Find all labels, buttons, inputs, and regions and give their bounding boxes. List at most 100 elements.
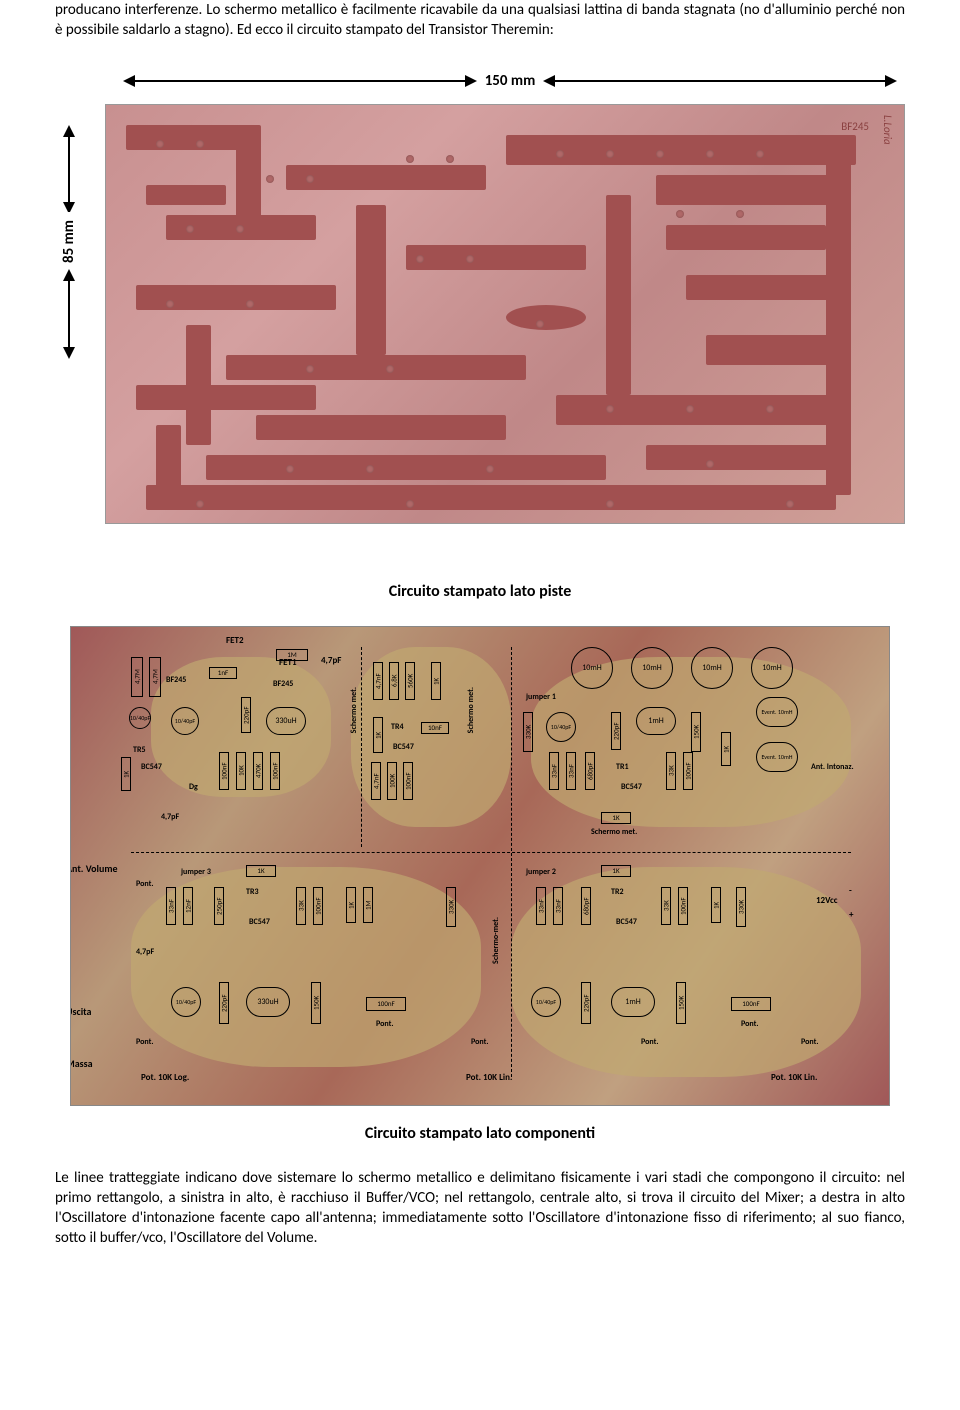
comp-100nf-3: 100nF xyxy=(403,762,413,800)
ind-10mh-3: 10mH xyxy=(691,647,733,689)
comp-47m-2: 4,7M xyxy=(149,657,161,697)
comp-220pf-1: 220pF xyxy=(241,697,251,733)
comp-1k-r: 1K xyxy=(721,732,731,766)
label-schermo-3: Schermo met. xyxy=(591,827,637,837)
label-dg: Dg xyxy=(189,782,198,792)
label-47pf-2: 4,7pF xyxy=(161,812,179,822)
figure-bottom-container: FET2 1M FET1 4,7pF 10mH 10mH 10mH 10mH 4… xyxy=(55,626,905,1106)
comp-33k-br: 33K xyxy=(661,887,671,925)
comp-12nf: 12nF xyxy=(183,887,193,925)
comp-1k-2: 1K xyxy=(373,717,383,753)
label-tr3: TR3 xyxy=(246,887,259,897)
comp-1040pf-r: 10/40pF xyxy=(546,712,576,742)
label-jumper3: jumper 3 xyxy=(181,867,211,877)
comp-1k-left: 1K xyxy=(121,757,131,791)
figure-top-container: 150 mm 85 mm xyxy=(55,69,905,564)
label-pont-3: Pont. xyxy=(376,1019,394,1029)
label-fet2: FET2 xyxy=(226,635,244,646)
paragraph-intro: producano interferenze. Lo schermo metal… xyxy=(55,0,905,41)
comp-470k: 470K xyxy=(253,752,263,790)
label-bc547-br: BC547 xyxy=(616,917,637,927)
label-pont-1: Pont. xyxy=(136,879,154,889)
comp-47m-1: 4,7M xyxy=(131,657,143,697)
comp-330k-bl: 330K xyxy=(446,887,456,927)
comp-100nf-br: 100nF xyxy=(678,887,688,925)
label-fet1: FET1 xyxy=(279,657,297,668)
comp-150k-bl: 150K xyxy=(311,982,321,1024)
label-bc547-l2: BC547 xyxy=(249,917,270,927)
pcb-components-image: FET2 1M FET1 4,7pF 10mH 10mH 10mH 10mH 4… xyxy=(70,626,890,1106)
label-pont-7: Pont. xyxy=(801,1037,819,1047)
comp-1k-mid: 1K xyxy=(431,662,441,700)
label-tr5: TR5 xyxy=(133,745,146,755)
comp-220pf-br: 220pF xyxy=(581,982,591,1024)
figure-pcb-traces-block: 150 mm 85 mm xyxy=(55,69,905,601)
paragraph-outro: Le linee tratteggiate indicano dove sist… xyxy=(55,1168,905,1249)
label-ant-intonaz: Ant. Intonaz. xyxy=(811,762,854,772)
comp-1040pf-br: 10/40pF xyxy=(531,987,561,1017)
label-bf245-2: BF245 xyxy=(273,679,293,689)
comp-250pf: 250pF xyxy=(214,887,224,925)
comp-1m-l: 1M xyxy=(363,887,373,923)
comp-100nf-2: 100nF xyxy=(270,752,280,790)
ind-10mh-4: 10mH xyxy=(751,647,793,689)
comp-33nf-br1: 33nF xyxy=(536,887,546,925)
caption-traces: Circuito stampato lato piste xyxy=(55,582,905,601)
figure-pcb-components-block: FET2 1M FET1 4,7pF 10mH 10mH 10mH 10mH 4… xyxy=(55,626,905,1143)
label-uscita: Uscita xyxy=(70,1005,91,1018)
label-bc547-1: BC547 xyxy=(141,762,162,772)
comp-330uh-1: 330uH xyxy=(266,707,306,735)
label-schermo-4: Schermo-met. xyxy=(491,917,501,964)
comp-33nf-l: 33nF xyxy=(166,887,176,925)
comp-1040pf-bl: 10/40pF xyxy=(171,987,201,1017)
comp-220pf-r: 220pF xyxy=(611,712,621,750)
label-schermo-1: Schermo met. xyxy=(466,687,476,733)
caption-components: Circuito stampato lato componenti xyxy=(55,1124,905,1143)
label-pot-lin2: Pot. 10K Lin. xyxy=(771,1072,817,1083)
label-pont-6: Pont. xyxy=(741,1019,759,1029)
comp-1k-l2: 1K xyxy=(246,865,276,877)
comp-1k-sch: 1K xyxy=(601,812,631,824)
label-minus: - xyxy=(849,885,852,896)
comp-100nf-r: 100nF xyxy=(683,752,693,790)
comp-1040pf-1: 10/40pF xyxy=(171,707,199,735)
ind-1mh-1: 1mH xyxy=(636,707,676,735)
label-massa: Massa xyxy=(70,1057,93,1070)
label-jumper1: jumper 1 xyxy=(526,692,556,702)
comp-33nf-r1: 33nF xyxy=(549,752,559,790)
label-tr4: TR4 xyxy=(391,722,404,732)
event-10mh-1: Event. 10mH xyxy=(756,697,798,727)
pcb-traces-image: L.Loria BF245 xyxy=(105,104,905,524)
label-pot-lin1: Pot. 10K Lin. xyxy=(466,1072,512,1083)
label-12vcc: 12Vcc xyxy=(816,895,838,906)
dimension-height-label: 85 mm xyxy=(60,212,78,271)
label-pont-2: Pont. xyxy=(136,1037,154,1047)
label-pot-log: Pot. 10K Log. xyxy=(141,1072,189,1083)
comp-47nf-2: 4,7nF xyxy=(371,762,381,800)
comp-100nf-1: 100nF xyxy=(219,752,229,790)
comp-10k: 10K xyxy=(236,752,246,790)
comp-33nf-br2: 33nF xyxy=(553,887,563,925)
ind-10mh-1: 10mH xyxy=(571,647,613,689)
comp-560k: 560K xyxy=(405,662,415,700)
comp-330uh-bl: 330uH xyxy=(246,987,290,1017)
dimension-height: 85 mm xyxy=(55,127,83,357)
comp-68k: 6,8K xyxy=(389,662,399,700)
comp-150k-r: 150K xyxy=(691,712,701,752)
comp-10nf: 10nF xyxy=(421,722,449,734)
label-bf245-1: BF245 xyxy=(166,675,186,685)
label-bc547-r: BC547 xyxy=(621,782,642,792)
comp-33k-r: 33K xyxy=(666,752,676,790)
label-47pf-top: 4,7pF xyxy=(321,655,341,666)
comp-1nf: 1nF xyxy=(209,667,237,679)
label-schermo-2: Schermo met. xyxy=(349,687,359,733)
label-plus: + xyxy=(849,909,853,920)
dimension-width: 150 mm xyxy=(125,69,895,94)
label-tr2: TR2 xyxy=(611,887,624,897)
comp-220pf-bl: 220pF xyxy=(219,982,229,1024)
comp-1k-br2: 1K xyxy=(711,887,721,923)
comp-1k-l3: 1K xyxy=(346,887,356,923)
comp-33nf-r2: 33nF xyxy=(566,752,576,790)
event-10mh-2: Event. 10mH xyxy=(756,742,798,772)
label-pont-5: Pont. xyxy=(641,1037,659,1047)
